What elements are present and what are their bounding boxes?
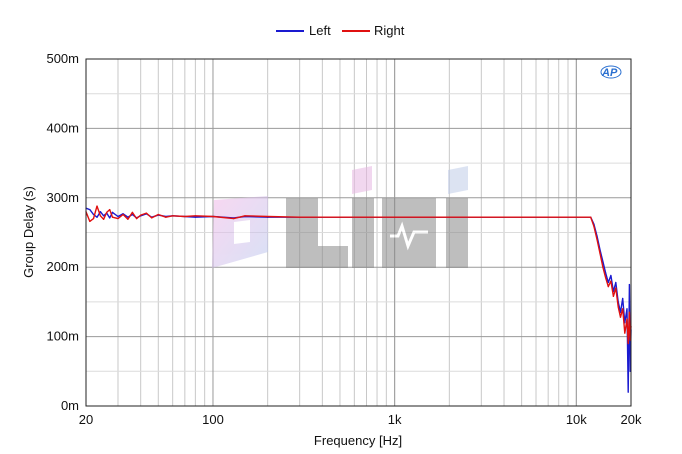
data-point-right xyxy=(267,215,269,218)
data-point-left xyxy=(109,217,111,219)
data-point-right xyxy=(590,216,592,218)
data-point-left xyxy=(605,272,607,274)
data-point-right xyxy=(194,215,196,217)
data-point-right xyxy=(172,215,174,217)
data-point-right xyxy=(593,225,595,227)
y-tick-label: 0m xyxy=(61,398,79,413)
data-point-left xyxy=(111,211,114,213)
data-point-right xyxy=(612,295,614,297)
legend-label-left: Left xyxy=(309,23,331,38)
data-point-right xyxy=(619,316,622,318)
data-point-right xyxy=(448,216,450,218)
data-point-left xyxy=(610,274,612,277)
y-axis-title: Group Delay (s) xyxy=(21,186,36,278)
y-tick-label: 200m xyxy=(46,259,79,274)
data-point-right xyxy=(89,220,91,222)
data-point-left xyxy=(607,281,609,284)
y-tick-label: 100m xyxy=(46,329,79,344)
data-point-right xyxy=(558,216,560,218)
data-point-right xyxy=(111,216,114,218)
data-point-right xyxy=(605,277,607,279)
data-point-right xyxy=(140,214,142,216)
data-point-right xyxy=(92,218,95,220)
data-point-right xyxy=(628,311,631,313)
data-point-left xyxy=(96,216,98,218)
series-line-right xyxy=(85,205,632,345)
data-point-right xyxy=(127,218,129,220)
watermark-logo xyxy=(212,166,468,268)
x-tick-label: 20k xyxy=(621,412,642,427)
x-tick-label: 20 xyxy=(79,412,93,427)
data-point-left xyxy=(89,208,91,211)
data-point-right xyxy=(299,216,301,218)
data-point-right xyxy=(145,212,147,214)
data-point-right xyxy=(607,286,609,288)
data-point-right xyxy=(122,213,124,216)
data-point-right xyxy=(627,342,629,345)
data-point-left xyxy=(627,391,629,393)
legend-label-right: Right xyxy=(374,23,405,38)
data-point-right xyxy=(596,238,598,241)
data-point-right xyxy=(109,208,111,211)
data-point-right xyxy=(99,215,101,217)
data-point-right xyxy=(212,215,214,218)
data-point-right xyxy=(575,216,577,218)
data-point-right xyxy=(165,216,167,218)
data-point-right xyxy=(184,215,186,218)
data-point-right xyxy=(610,280,612,282)
x-axis-title: Frequency [Hz] xyxy=(314,433,402,448)
x-tick-label: 10k xyxy=(566,412,587,427)
data-point-left xyxy=(92,213,95,216)
data-point-left xyxy=(628,283,631,286)
data-point-left xyxy=(602,261,604,263)
data-point-right xyxy=(151,217,153,219)
data-point-left xyxy=(99,211,101,213)
data-point-left xyxy=(615,281,617,284)
x-tick-label: 1k xyxy=(388,412,402,427)
data-point-left xyxy=(117,215,119,218)
data-point-left xyxy=(103,215,105,217)
data-point-right xyxy=(131,211,133,213)
y-tick-labels: 0m 100m 200m 300m 400m 500m xyxy=(46,51,79,413)
data-point-left xyxy=(127,216,129,218)
data-point-right xyxy=(626,318,628,320)
legend: Left Right xyxy=(276,23,405,38)
data-point-right xyxy=(622,308,624,310)
ap-logo-ring-icon xyxy=(600,65,622,79)
data-point-right xyxy=(521,216,523,218)
data-point-right xyxy=(157,213,159,216)
data-point-right xyxy=(96,205,98,207)
data-point-right xyxy=(103,218,105,220)
x-tick-labels: 20 100 1k 10k 20k xyxy=(79,412,642,427)
data-point-right xyxy=(339,216,341,218)
data-point-right xyxy=(117,218,119,220)
y-tick-label: 400m xyxy=(46,120,79,135)
y-tick-label: 300m xyxy=(46,190,79,205)
data-point-left xyxy=(626,308,628,310)
plot-frame xyxy=(85,58,632,407)
y-tick-label: 500m xyxy=(46,51,79,66)
data-point-right xyxy=(244,215,246,217)
data-point-right xyxy=(233,218,235,220)
data-point-right xyxy=(615,287,617,289)
data-point-right xyxy=(394,216,396,218)
data-point-left xyxy=(194,216,196,218)
data-point-right xyxy=(617,306,619,308)
ap-logo-icon: AP xyxy=(601,67,618,79)
data-point-right xyxy=(599,252,601,254)
data-point-left xyxy=(622,297,624,300)
data-point-right xyxy=(136,218,138,220)
series-layer xyxy=(85,205,632,393)
data-point-right xyxy=(624,332,626,334)
data-point-right xyxy=(106,211,108,213)
data-point-right xyxy=(602,266,604,268)
x-tick-label: 100 xyxy=(202,412,224,427)
